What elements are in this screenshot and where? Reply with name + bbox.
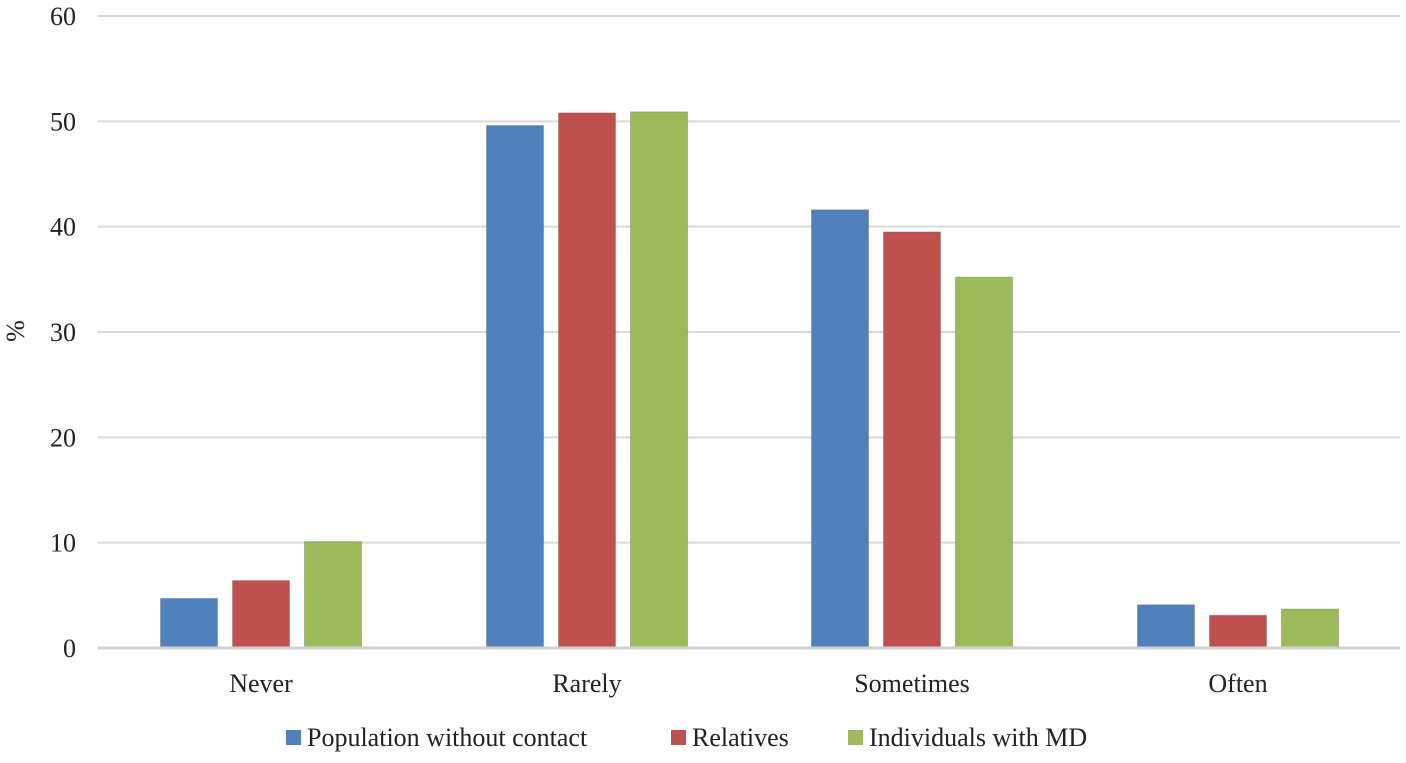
bar-rarely-individuals-with-md (630, 111, 688, 649)
x-category-label: Never (229, 669, 293, 698)
y-tick-label: 50 (50, 107, 76, 136)
x-category-label: Sometimes (854, 669, 970, 698)
bar-sometimes-relatives (883, 231, 941, 649)
legend-label: Individuals with MD (869, 723, 1087, 752)
legend-label: Relatives (692, 723, 789, 752)
y-tick-label: 20 (50, 423, 76, 452)
y-tick-label: 30 (50, 318, 76, 347)
y-tick-label: 10 (50, 529, 76, 558)
legend-swatch (848, 730, 863, 745)
bar-often-relatives (1209, 614, 1267, 649)
legend-swatch (671, 730, 686, 745)
bar-rarely-relatives (558, 112, 616, 649)
x-category-label: Rarely (552, 669, 621, 698)
y-axis-title: % (1, 320, 30, 342)
bar-rarely-population-without-contact (486, 125, 544, 649)
y-tick-label: 60 (50, 2, 76, 31)
bar-sometimes-individuals-with-md (955, 276, 1013, 649)
y-tick-label: 40 (50, 213, 76, 242)
bars (160, 111, 1339, 649)
x-axis-category-labels: Never Rarely Sometimes Often (229, 669, 1267, 698)
bar-often-individuals-with-md (1281, 608, 1339, 649)
y-axis-tick-labels: 0 10 20 30 40 50 60 (50, 2, 76, 663)
bar-often-population-without-contact (1137, 604, 1195, 649)
bar-never-relatives (232, 580, 290, 649)
legend-label: Population without contact (307, 723, 588, 752)
legend: Population without contact Relatives Indiv… (286, 723, 1087, 752)
x-category-label: Often (1208, 669, 1267, 698)
bar-sometimes-population-without-contact (811, 209, 869, 649)
y-tick-label: 0 (63, 634, 76, 663)
bar-never-individuals-with-md (304, 541, 362, 649)
bar-never-population-without-contact (160, 597, 218, 649)
legend-swatch (286, 730, 301, 745)
gridlines (98, 15, 1400, 544)
